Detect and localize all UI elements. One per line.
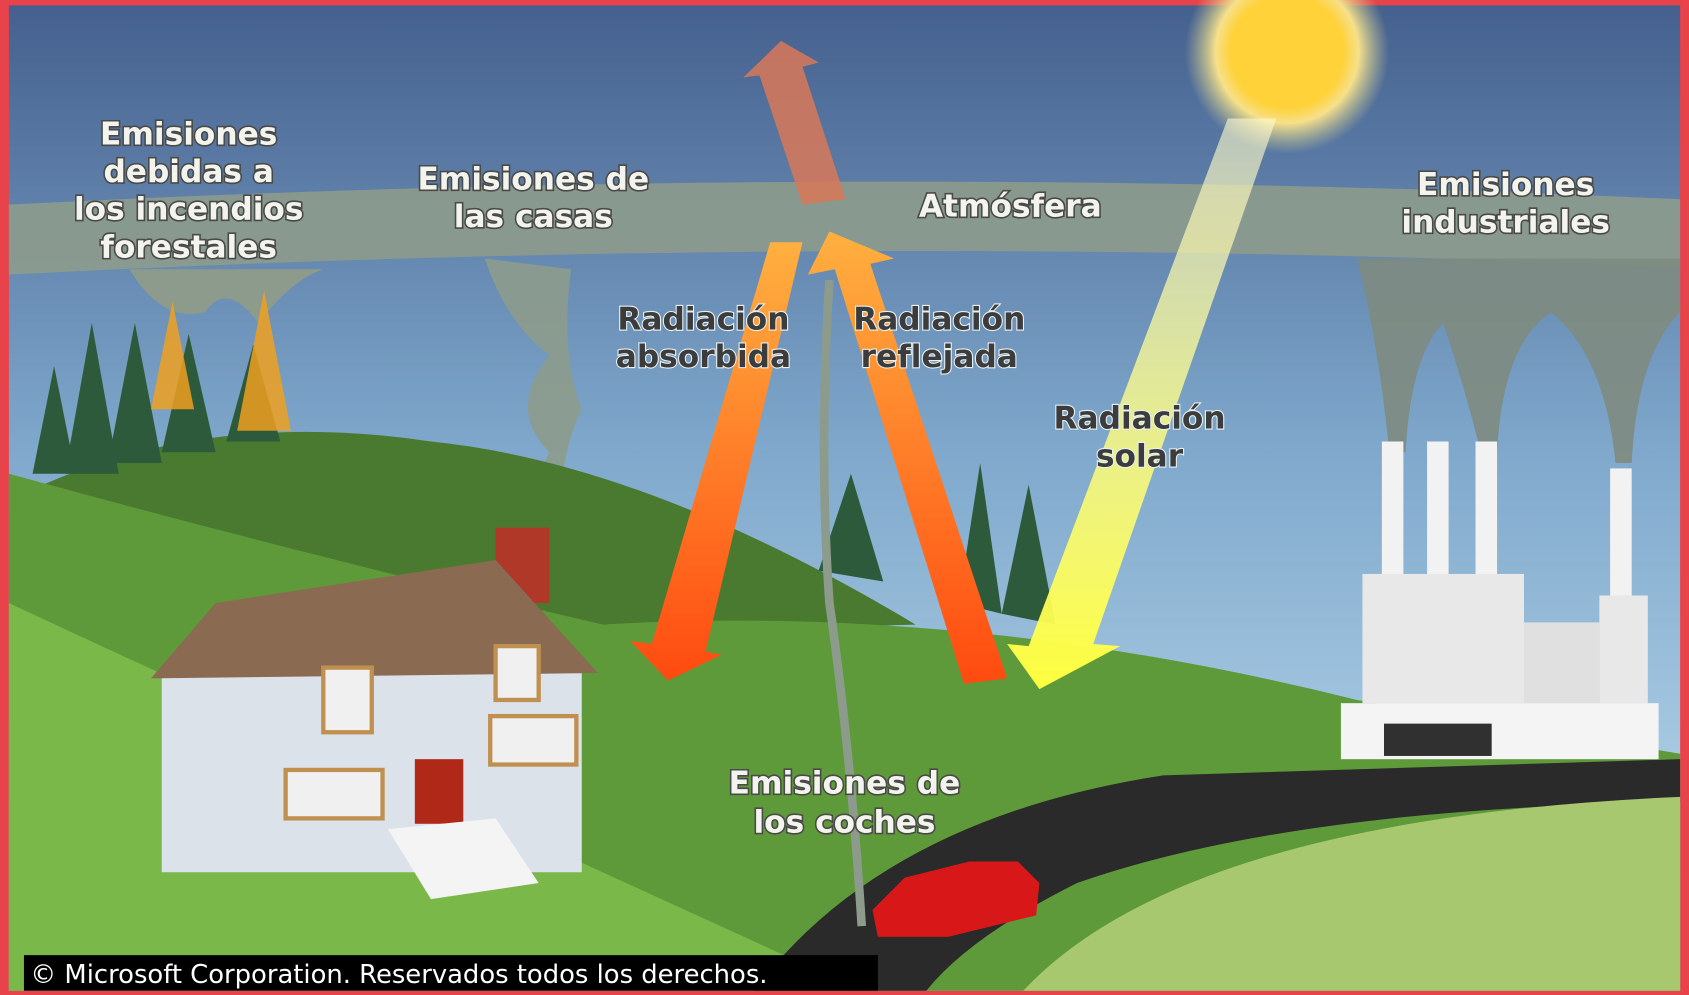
label: solar xyxy=(1096,438,1184,474)
diagram: Emisiones debidas a los incendios forest… xyxy=(0,0,1689,995)
label: debidas a xyxy=(103,154,274,190)
label: Emisiones xyxy=(1417,167,1594,203)
page: {"labels": { "forest_fires": ["Emisiones… xyxy=(0,0,1689,995)
label: Radiación xyxy=(617,302,789,338)
copyright: © Microsoft Corporation. Reservados todo… xyxy=(30,960,767,990)
door xyxy=(415,759,463,824)
label: Radiación xyxy=(1053,401,1225,437)
chimney xyxy=(1476,442,1498,577)
label: Radiación xyxy=(853,302,1025,338)
label: Atmósfera xyxy=(919,188,1102,224)
label: absorbida xyxy=(616,339,791,375)
factory-building xyxy=(1362,574,1524,703)
chimney xyxy=(1382,442,1404,577)
label: Emisiones xyxy=(100,116,277,152)
chimney xyxy=(1610,468,1632,597)
window xyxy=(490,716,576,764)
window xyxy=(286,770,383,818)
window xyxy=(496,646,539,700)
label: Emisiones de xyxy=(417,162,649,198)
label: los incendios xyxy=(74,192,304,228)
label: Emisiones de xyxy=(729,766,961,802)
label: los coches xyxy=(753,804,935,840)
chimney xyxy=(1427,442,1449,577)
factory-building xyxy=(1599,595,1647,703)
label: reflejada xyxy=(861,339,1018,375)
factory-building xyxy=(1524,622,1599,703)
label: las casas xyxy=(454,199,613,235)
label: forestales xyxy=(100,229,277,265)
factory-door xyxy=(1384,724,1492,756)
label: industriales xyxy=(1401,205,1610,241)
window xyxy=(323,668,371,733)
